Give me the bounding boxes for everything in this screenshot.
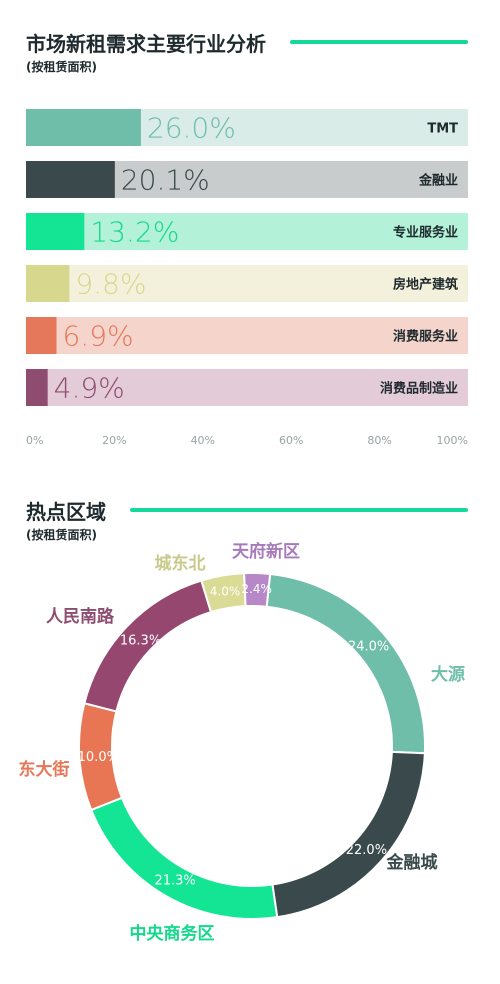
bar-track-4 — [26, 317, 468, 354]
x-tick-label-1: 20% — [102, 434, 126, 447]
bar-1 — [26, 161, 115, 198]
donut-category-label-1: 金融城 — [386, 852, 438, 873]
bar-track-2 — [26, 213, 468, 250]
bar-track-3 — [26, 265, 468, 302]
hotspot-chart-subtitle: (按租赁面积) — [26, 528, 97, 542]
donut-value-label-6: 2.4% — [241, 582, 272, 596]
bar-value-label-3: 9.8% — [75, 268, 146, 301]
bar-track-5 — [26, 369, 468, 406]
donut-value-label-5: 4.0% — [210, 584, 241, 598]
bar-value-label-5: 4.9% — [54, 372, 125, 405]
bar-value-label-4: 6.9% — [62, 320, 133, 353]
hotspot-donut-chart: 24.0% 大源 22.0%金融城 21.3% 中央商务区 10.0% 东大街 16.3% 人民… — [19, 541, 466, 944]
donut-value-label-4: 16.3% — [120, 634, 161, 649]
donut-category-label-3: 东大街 — [19, 759, 70, 780]
bar-category-label-2: 专业服务业 — [393, 225, 458, 241]
bar-2 — [26, 213, 85, 250]
bar-value-label-0: 26.0% — [147, 112, 236, 145]
donut-slice-6 — [243, 572, 272, 608]
bar-3 — [26, 265, 70, 302]
bar-category-label-5: 消费品制造业 — [380, 381, 458, 397]
industry-chart-title: 市场新租需求主要行业分析 — [26, 32, 266, 56]
donut-category-label-0: 大源 — [431, 664, 465, 685]
bar-category-label-0: TMT — [427, 122, 458, 137]
donut-value-label-3: 10.0% — [78, 750, 119, 765]
donut-category-label-5: 城东北 — [155, 553, 206, 574]
bar-0 — [26, 109, 141, 146]
x-tick-label-5: 100% — [437, 434, 468, 447]
bar-category-label-1: 金融业 — [418, 173, 458, 189]
hotspot-chart-title: 热点区域 — [26, 500, 106, 524]
donut-value-label-2: 21.3% — [154, 873, 195, 888]
x-tick-label-2: 40% — [191, 434, 215, 447]
bar-4 — [26, 317, 57, 354]
donut-value-label-0: 24.0% — [348, 639, 389, 654]
donut-category-label-6: 天府新区 — [232, 541, 300, 562]
bar-value-label-1: 20.1% — [121, 164, 210, 197]
donut-slice-2 — [89, 796, 279, 920]
donut-value-label-1: 22.0% — [346, 843, 387, 858]
donut-slice-1 — [271, 750, 426, 919]
donut-category-label-4: 人民南路 — [46, 606, 115, 627]
x-tick-label-3: 60% — [279, 434, 303, 447]
donut-category-label-2: 中央商务区 — [130, 923, 215, 944]
industry-title-rule — [290, 40, 468, 44]
hotspot-title-rule — [130, 508, 468, 512]
x-tick-label-4: 80% — [367, 434, 391, 447]
industry-chart-subtitle: (按租赁面积) — [26, 60, 97, 74]
bar-value-label-2: 13.2% — [90, 216, 179, 249]
donut-slice-0 — [265, 572, 426, 755]
x-tick-label-0: 0% — [26, 434, 43, 447]
industry-bar-chart: 26.0% TMT 20.1% 金融业 13.2% 专业服务业 9.8% 房地产建筑 6.9% 消… — [26, 109, 468, 447]
bar-category-label-3: 房地产建筑 — [393, 277, 458, 293]
bar-5 — [26, 369, 48, 406]
bar-category-label-4: 消费服务业 — [393, 329, 458, 345]
